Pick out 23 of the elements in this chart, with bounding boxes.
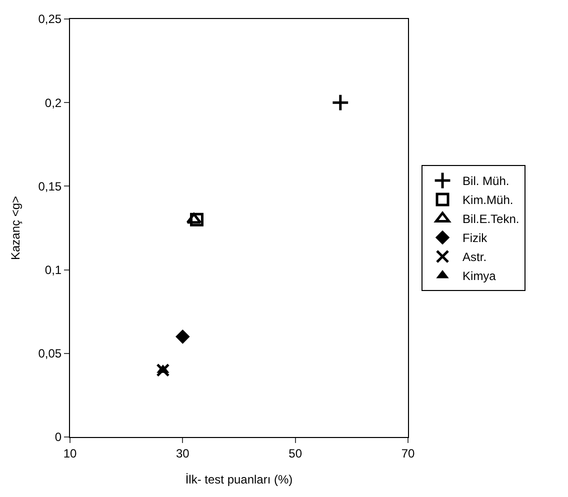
legend-label: Kimya — [462, 269, 496, 284]
x-tick-label: 70 — [401, 446, 415, 460]
point — [176, 330, 190, 344]
y-tick-label: 0,1 — [44, 263, 62, 277]
legend-label: Fizik — [462, 231, 488, 246]
y-tick-label: 0,15 — [38, 179, 62, 194]
legend-label: Kim.Müh. — [462, 193, 514, 208]
x-tick-label: 30 — [176, 446, 190, 460]
y-tick-label: 0,05 — [38, 346, 62, 361]
point — [190, 212, 204, 226]
y-tick-label: 0,2 — [44, 96, 62, 110]
x-axis-title: İlk- test puanları (%) — [185, 472, 293, 486]
x-tick-label: 10 — [63, 446, 77, 460]
y-tick-label: 0 — [54, 430, 62, 444]
legend-label: Bil. Müh. — [462, 174, 510, 188]
point — [331, 94, 350, 112]
x-tick-label: 50 — [288, 446, 302, 460]
legend-label: Astr. — [462, 250, 487, 264]
point — [156, 363, 170, 377]
y-tick-label: 0,25 — [38, 12, 62, 26]
y-axis-title: Kazanç <g> — [8, 196, 23, 260]
legend-label: Bil.E.Tekn. — [462, 212, 520, 226]
point — [186, 212, 202, 224]
